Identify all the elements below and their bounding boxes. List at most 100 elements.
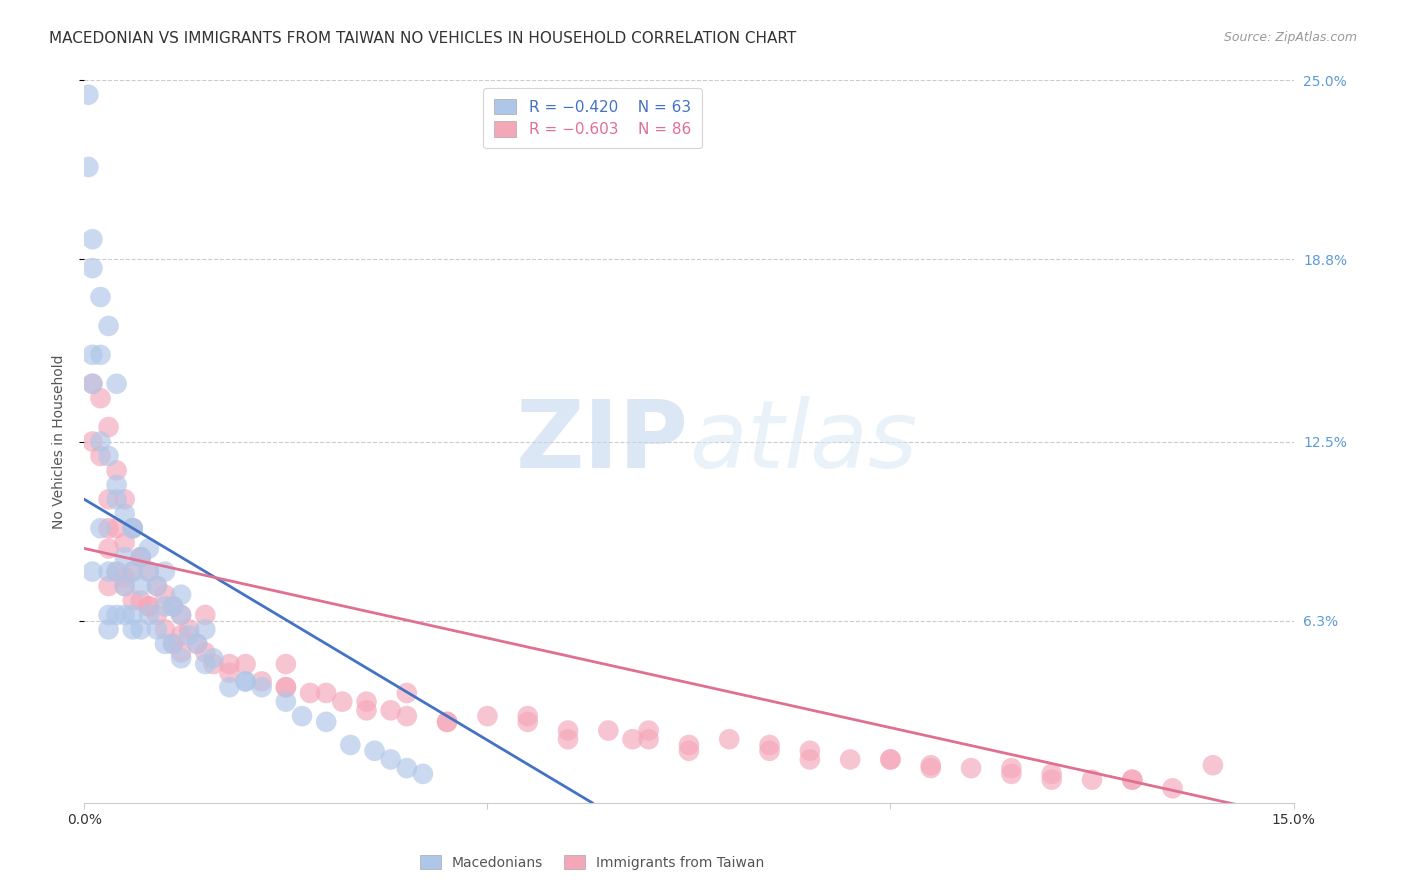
Point xyxy=(114,579,136,593)
Text: MACEDONIAN VS IMMIGRANTS FROM TAIWAN NO VEHICLES IN HOUSEHOLD CORRELATION CHART: MACEDONIAN VS IMMIGRANTS FROM TAIWAN NO … xyxy=(49,31,796,46)
Point xyxy=(799,744,821,758)
Point xyxy=(179,628,201,642)
Point xyxy=(1081,772,1104,787)
Point xyxy=(146,579,169,593)
Text: ZIP: ZIP xyxy=(516,395,689,488)
Point xyxy=(436,714,458,729)
Point xyxy=(82,376,104,391)
Point xyxy=(105,565,128,579)
Point xyxy=(105,463,128,477)
Point xyxy=(960,761,983,775)
Point xyxy=(114,607,136,622)
Point xyxy=(758,744,780,758)
Point xyxy=(97,623,120,637)
Point xyxy=(121,623,143,637)
Point xyxy=(194,607,217,622)
Point xyxy=(1161,781,1184,796)
Point xyxy=(105,478,128,492)
Point xyxy=(97,565,120,579)
Text: Source: ZipAtlas.com: Source: ZipAtlas.com xyxy=(1223,31,1357,45)
Point xyxy=(274,695,297,709)
Point xyxy=(146,623,169,637)
Point xyxy=(1000,767,1022,781)
Point xyxy=(89,391,111,405)
Point xyxy=(129,623,152,637)
Point xyxy=(138,541,160,556)
Point xyxy=(235,674,257,689)
Point xyxy=(97,420,120,434)
Point xyxy=(395,761,418,775)
Point xyxy=(339,738,361,752)
Point xyxy=(138,599,160,614)
Point xyxy=(121,521,143,535)
Point xyxy=(202,657,225,671)
Point xyxy=(436,714,458,729)
Point xyxy=(315,686,337,700)
Point xyxy=(557,723,579,738)
Point xyxy=(1121,772,1143,787)
Point xyxy=(121,521,143,535)
Point xyxy=(129,550,152,565)
Point xyxy=(82,376,104,391)
Point xyxy=(1040,767,1063,781)
Point xyxy=(146,607,169,622)
Point xyxy=(1202,758,1225,772)
Point xyxy=(395,709,418,723)
Point xyxy=(621,732,644,747)
Point xyxy=(186,637,208,651)
Point xyxy=(146,579,169,593)
Point xyxy=(162,599,184,614)
Point xyxy=(758,738,780,752)
Point xyxy=(82,348,104,362)
Point xyxy=(121,565,143,579)
Point xyxy=(516,714,538,729)
Point xyxy=(235,657,257,671)
Point xyxy=(89,521,111,535)
Point xyxy=(412,767,434,781)
Point xyxy=(250,680,273,694)
Point xyxy=(89,449,111,463)
Point xyxy=(114,570,136,584)
Point xyxy=(477,709,499,723)
Point xyxy=(89,434,111,449)
Point xyxy=(250,674,273,689)
Point xyxy=(105,521,128,535)
Point xyxy=(138,565,160,579)
Point xyxy=(121,593,143,607)
Point xyxy=(839,752,862,766)
Point xyxy=(170,628,193,642)
Point xyxy=(121,521,143,535)
Point xyxy=(105,492,128,507)
Point xyxy=(97,541,120,556)
Point xyxy=(516,709,538,723)
Point xyxy=(114,535,136,549)
Point xyxy=(274,680,297,694)
Point xyxy=(218,680,240,694)
Point xyxy=(82,434,104,449)
Point xyxy=(315,714,337,729)
Point xyxy=(356,703,378,717)
Point xyxy=(194,657,217,671)
Point xyxy=(153,565,176,579)
Point xyxy=(299,686,322,700)
Point xyxy=(89,348,111,362)
Point xyxy=(194,623,217,637)
Point xyxy=(380,703,402,717)
Point xyxy=(363,744,385,758)
Point xyxy=(179,623,201,637)
Point xyxy=(637,732,659,747)
Point xyxy=(170,607,193,622)
Point xyxy=(114,550,136,565)
Point xyxy=(121,565,143,579)
Point xyxy=(235,674,257,689)
Point xyxy=(162,637,184,651)
Point xyxy=(97,607,120,622)
Point xyxy=(138,565,160,579)
Point xyxy=(920,758,942,772)
Point xyxy=(153,588,176,602)
Point xyxy=(138,599,160,614)
Point xyxy=(97,521,120,535)
Point xyxy=(170,646,193,660)
Point xyxy=(330,695,353,709)
Point xyxy=(138,607,160,622)
